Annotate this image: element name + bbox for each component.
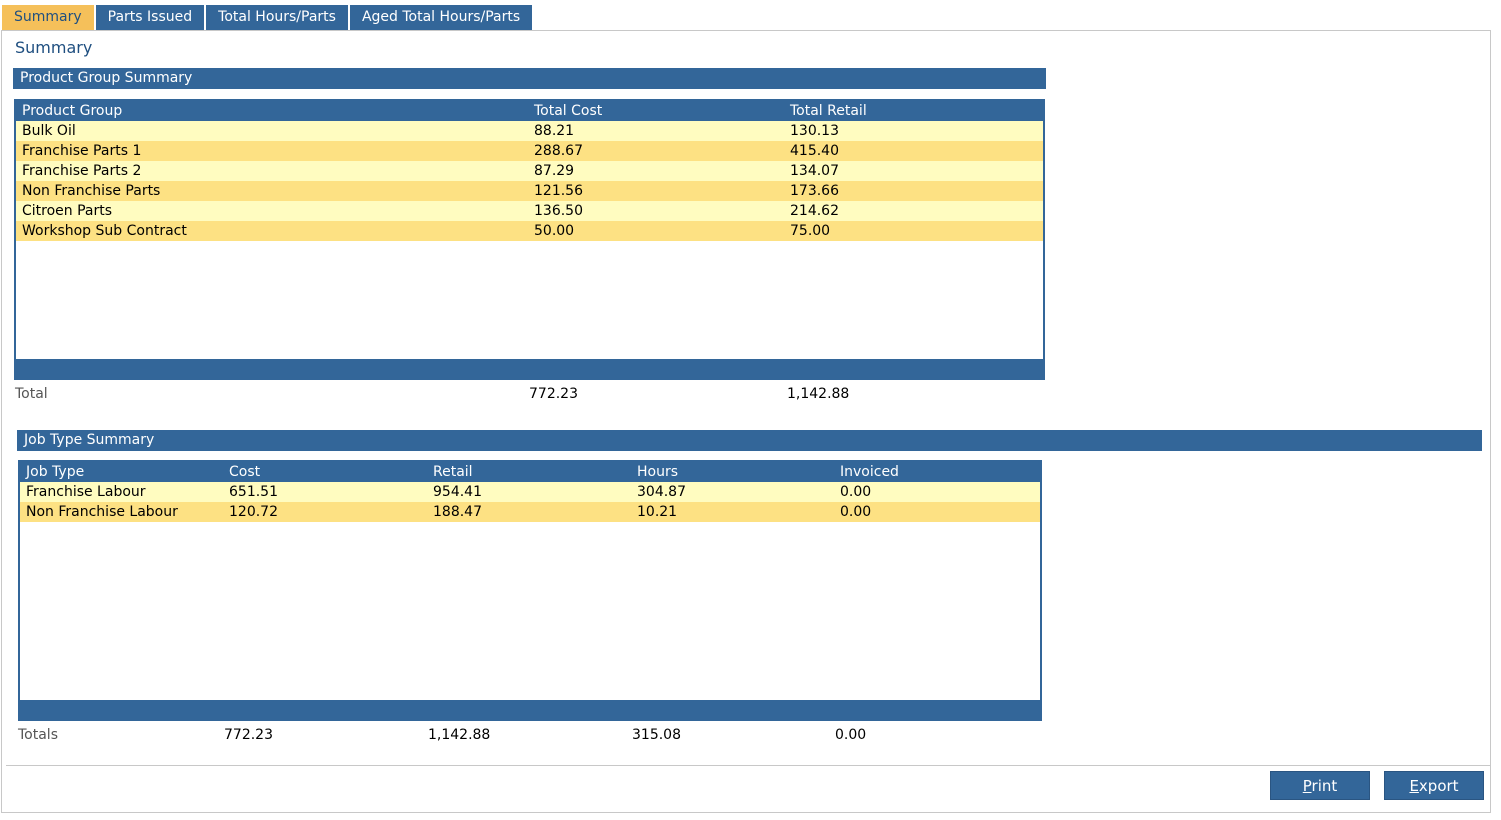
table-row[interactable]: Citroen Parts 136.50 214.62 xyxy=(16,201,1043,221)
job-type-rows: Franchise Labour 651.51 954.41 304.87 0.… xyxy=(20,482,1040,522)
table-row[interactable]: Non Franchise Parts 121.56 173.66 xyxy=(16,181,1043,201)
cost-cell: 120.72 xyxy=(229,504,278,520)
product-group-grid-footer xyxy=(16,359,1043,378)
retail-cell: 954.41 xyxy=(433,484,482,500)
tab-aged-total-hours-parts[interactable]: Aged Total Hours/Parts xyxy=(349,5,533,30)
total-retail-cell: 415.40 xyxy=(790,143,839,159)
total-retail-value: 1,142.88 xyxy=(787,386,850,402)
total-cost-cell: 288.67 xyxy=(534,143,583,159)
totals-cost-value: 772.23 xyxy=(224,727,273,743)
product-group-totals: Total 772.23 1,142.88 xyxy=(0,384,1100,404)
divider xyxy=(6,765,1490,766)
column-header-invoiced[interactable]: Invoiced xyxy=(840,464,899,480)
total-cost-cell: 50.00 xyxy=(534,223,575,239)
table-row[interactable]: Non Franchise Labour 120.72 188.47 10.21… xyxy=(20,502,1040,522)
tab-total-hours-parts[interactable]: Total Hours/Parts xyxy=(206,5,348,30)
product-group-cell: Citroen Parts xyxy=(22,203,113,219)
content-frame xyxy=(1,30,1491,813)
job-type-grid-footer xyxy=(20,700,1040,719)
totals-invoiced-value: 0.00 xyxy=(835,727,867,743)
table-row[interactable]: Franchise Parts 1 288.67 415.40 xyxy=(16,141,1043,161)
product-group-rows: Bulk Oil 88.21 130.13 Franchise Parts 1 … xyxy=(16,121,1043,241)
column-header-retail[interactable]: Retail xyxy=(433,464,473,480)
table-row[interactable]: Bulk Oil 88.21 130.13 xyxy=(16,121,1043,141)
product-group-cell: Bulk Oil xyxy=(22,123,76,139)
column-header-total-cost[interactable]: Total Cost xyxy=(534,103,603,119)
product-group-cell: Franchise Parts 1 xyxy=(22,143,142,159)
hours-cell: 304.87 xyxy=(637,484,686,500)
total-cost-cell: 88.21 xyxy=(534,123,575,139)
total-retail-cell: 130.13 xyxy=(790,123,839,139)
product-group-cell: Workshop Sub Contract xyxy=(22,223,187,239)
hours-cell: 10.21 xyxy=(637,504,678,520)
product-group-cell: Franchise Parts 2 xyxy=(22,163,142,179)
product-group-cell: Non Franchise Parts xyxy=(22,183,161,199)
invoiced-cell: 0.00 xyxy=(840,484,872,500)
tab-parts-issued[interactable]: Parts Issued xyxy=(95,5,205,30)
table-row[interactable]: Franchise Parts 2 87.29 134.07 xyxy=(16,161,1043,181)
job-type-grid-header: Job Type Cost Retail Hours Invoiced xyxy=(20,462,1040,482)
job-type-section-header: Job Type Summary xyxy=(17,430,1482,451)
total-retail-cell: 173.66 xyxy=(790,183,839,199)
total-cost-value: 772.23 xyxy=(529,386,578,402)
totals-label: Totals xyxy=(18,727,58,743)
totals-hours-value: 315.08 xyxy=(632,727,681,743)
total-label: Total xyxy=(15,386,48,402)
tab-bar: Summary Parts Issued Total Hours/Parts A… xyxy=(2,5,534,30)
print-button[interactable]: Print xyxy=(1270,771,1370,800)
job-type-cell: Non Franchise Labour xyxy=(26,504,178,520)
job-type-grid[interactable]: Job Type Cost Retail Hours Invoiced Fran… xyxy=(18,460,1042,721)
column-header-total-retail[interactable]: Total Retail xyxy=(790,103,867,119)
invoiced-cell: 0.00 xyxy=(840,504,872,520)
totals-retail-value: 1,142.88 xyxy=(428,727,491,743)
export-button[interactable]: Export xyxy=(1384,771,1484,800)
job-type-cell: Franchise Labour xyxy=(26,484,146,500)
table-row[interactable]: Franchise Labour 651.51 954.41 304.87 0.… xyxy=(20,482,1040,502)
total-retail-cell: 214.62 xyxy=(790,203,839,219)
export-label: xport xyxy=(1418,777,1459,795)
product-group-grid-header: Product Group Total Cost Total Retail xyxy=(16,101,1043,121)
print-accelerator: P xyxy=(1302,777,1312,795)
column-header-cost[interactable]: Cost xyxy=(229,464,261,480)
column-header-job-type[interactable]: Job Type xyxy=(26,464,85,480)
total-cost-cell: 87.29 xyxy=(534,163,575,179)
retail-cell: 188.47 xyxy=(433,504,482,520)
total-retail-cell: 75.00 xyxy=(790,223,831,239)
product-group-grid[interactable]: Product Group Total Cost Total Retail Bu… xyxy=(14,99,1045,380)
print-label: rint xyxy=(1311,777,1338,795)
product-group-section-header: Product Group Summary xyxy=(13,68,1046,89)
total-cost-cell: 121.56 xyxy=(534,183,583,199)
page-title: Summary xyxy=(15,38,93,57)
total-cost-cell: 136.50 xyxy=(534,203,583,219)
cost-cell: 651.51 xyxy=(229,484,278,500)
export-accelerator: E xyxy=(1409,777,1419,795)
column-header-hours[interactable]: Hours xyxy=(637,464,679,480)
tab-summary[interactable]: Summary xyxy=(2,5,94,30)
job-type-totals: Totals 772.23 1,142.88 315.08 0.00 xyxy=(0,725,1100,745)
column-header-product-group[interactable]: Product Group xyxy=(22,103,123,119)
total-retail-cell: 134.07 xyxy=(790,163,839,179)
table-row[interactable]: Workshop Sub Contract 50.00 75.00 xyxy=(16,221,1043,241)
